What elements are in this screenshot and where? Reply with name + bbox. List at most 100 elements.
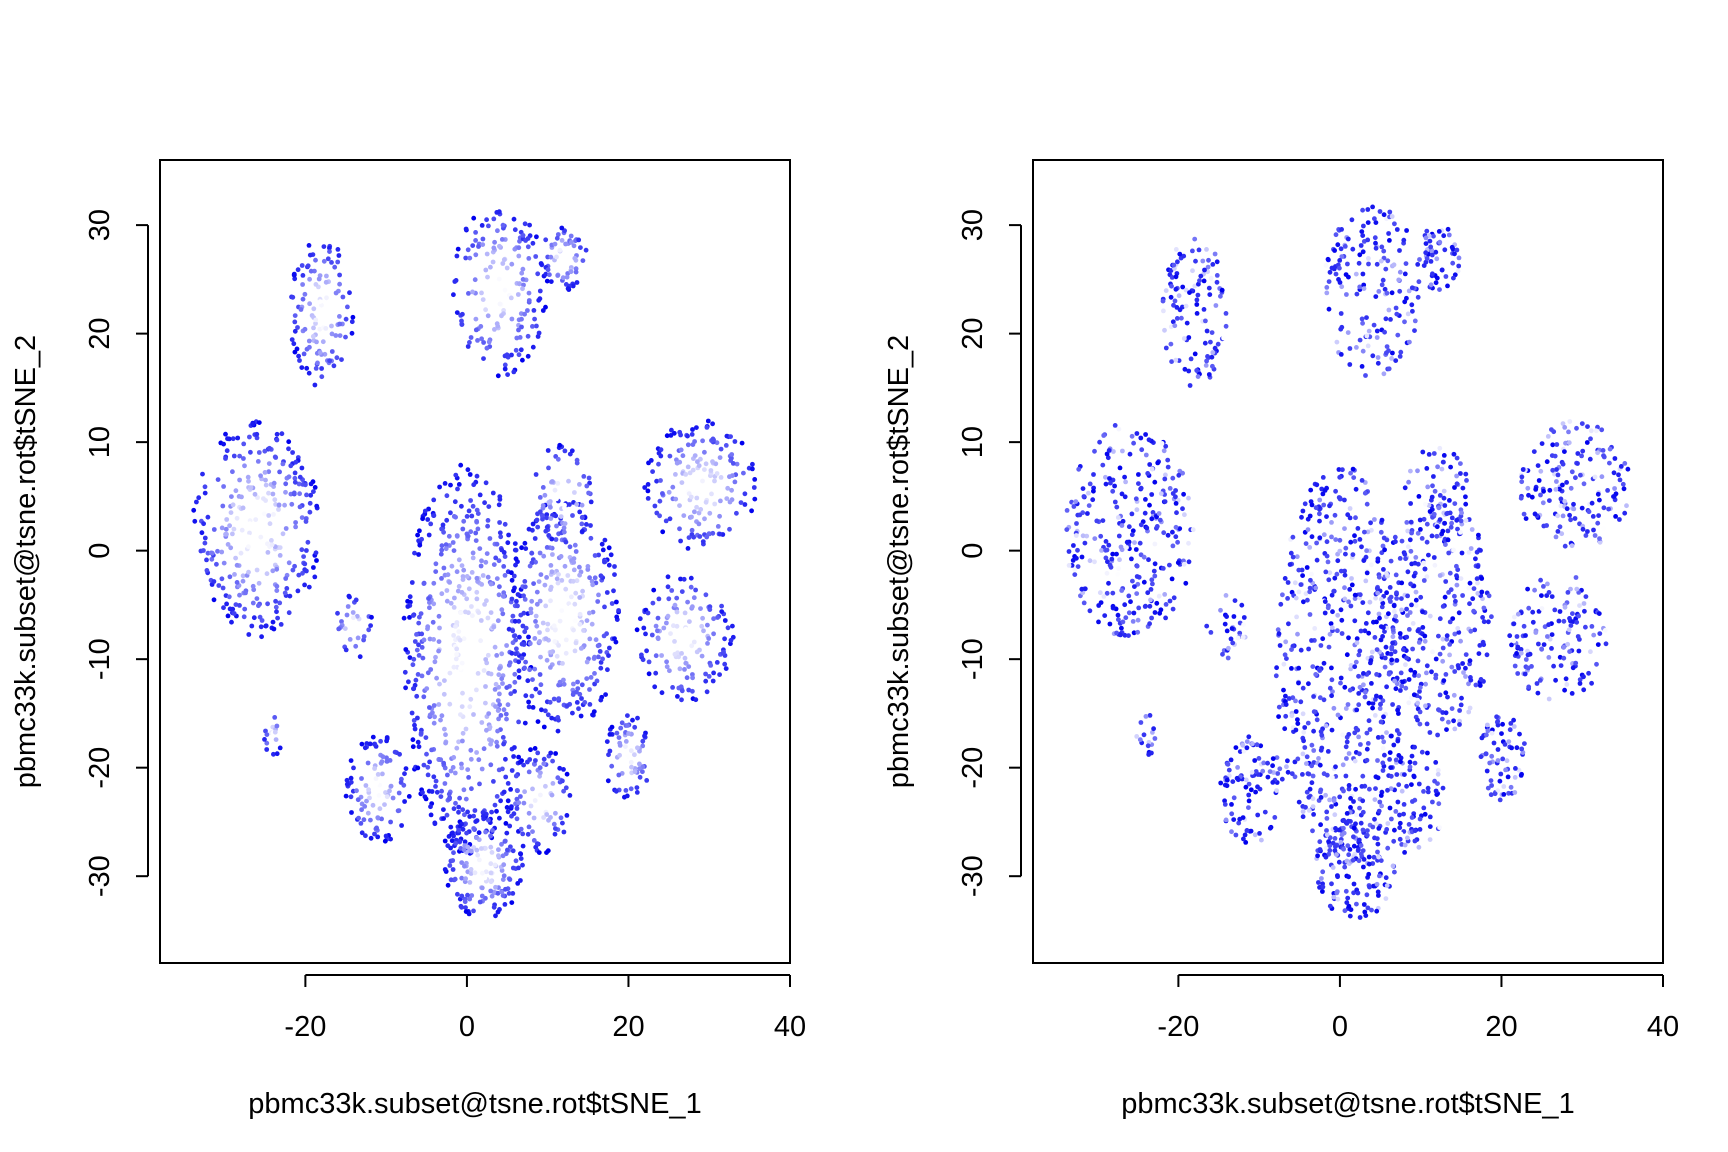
left-data-point	[505, 372, 510, 377]
left-data-point	[448, 482, 453, 488]
right-data-point	[1307, 513, 1313, 519]
left-data-point	[500, 877, 506, 882]
right-data-point	[1345, 843, 1351, 849]
left-data-point	[487, 536, 493, 541]
left-data-point	[497, 584, 502, 590]
right-data-point	[1161, 308, 1166, 314]
left-data-point	[265, 550, 271, 555]
right-data-point	[1421, 263, 1427, 268]
left-data-point	[485, 574, 491, 580]
right-data-point	[1073, 499, 1079, 504]
right-data-point	[1440, 604, 1446, 609]
right-data-point	[1377, 799, 1383, 805]
left-data-point	[586, 475, 592, 481]
right-data-point	[1428, 259, 1434, 264]
left-data-point	[498, 713, 504, 718]
left-data-point	[419, 631, 425, 637]
right-data-point	[1283, 639, 1289, 645]
left-data-point	[335, 610, 340, 616]
left-data-point	[445, 772, 450, 778]
left-data-point	[728, 637, 734, 643]
right-data-point	[1079, 586, 1085, 592]
left-data-point	[276, 507, 281, 512]
right-data-point	[1404, 295, 1409, 301]
left-data-point	[359, 776, 364, 781]
left-data-point	[565, 592, 570, 598]
left-data-point	[273, 598, 278, 604]
left-data-point	[452, 876, 458, 882]
right-data-point	[1192, 236, 1198, 242]
right-data-point	[1333, 826, 1338, 831]
left-data-point	[578, 646, 584, 651]
left-data-point	[494, 808, 499, 814]
left-data-point	[625, 723, 630, 728]
left-data-point	[562, 502, 567, 508]
left-data-point	[370, 802, 376, 808]
left-data-point	[679, 589, 685, 594]
right-data-point	[1518, 650, 1524, 656]
left-data-point	[468, 867, 474, 872]
right-data-point	[1326, 306, 1332, 312]
right-data-point	[1618, 464, 1624, 469]
right-data-point	[1564, 480, 1569, 485]
right-data-point	[1382, 329, 1387, 335]
left-data-point	[561, 677, 566, 683]
right-data-point	[1208, 275, 1214, 281]
left-data-point	[623, 739, 629, 744]
left-data-point	[734, 510, 739, 516]
left-data-point	[673, 496, 679, 502]
right-data-point	[1412, 744, 1417, 750]
right-data-point	[1099, 548, 1104, 553]
right-data-point	[1115, 572, 1121, 577]
right-data-point	[1182, 366, 1188, 372]
right-data-point	[1138, 720, 1144, 725]
right-data-point	[1371, 854, 1377, 860]
left-data-point	[611, 588, 616, 594]
left-data-point	[426, 596, 431, 601]
right-data-point	[1616, 472, 1621, 478]
left-data-point	[503, 886, 508, 892]
left-data-point	[223, 456, 228, 461]
left-data-point	[534, 601, 540, 607]
left-data-point	[370, 734, 376, 740]
left-data-point	[544, 515, 550, 521]
right-data-point	[1313, 585, 1319, 591]
right-data-point	[1343, 545, 1349, 551]
left-data-point	[598, 697, 604, 703]
right-data-point	[1111, 449, 1116, 454]
right-data-point	[1348, 539, 1354, 545]
right-data-point	[1404, 634, 1410, 640]
right-data-point	[1222, 621, 1228, 627]
right-data-point	[1348, 907, 1354, 913]
left-data-point	[505, 540, 511, 546]
left-data-point	[468, 871, 474, 876]
right-data-point	[1242, 832, 1248, 838]
left-data-point	[353, 597, 359, 603]
right-data-point	[1210, 350, 1216, 355]
right-data-point	[1356, 652, 1362, 658]
left-data-point	[727, 474, 732, 480]
right-data-point	[1435, 732, 1440, 738]
right-data-point	[1123, 479, 1128, 485]
left-data-point	[337, 314, 342, 319]
left-data-point	[460, 738, 465, 744]
left-data-point	[504, 685, 510, 690]
right-data-point	[1525, 652, 1531, 658]
left-data-point	[336, 626, 342, 632]
left-data-point	[569, 239, 574, 245]
left-data-point	[424, 751, 429, 757]
left-data-point	[479, 582, 485, 587]
right-data-point	[1345, 330, 1351, 335]
right-data-point	[1131, 630, 1137, 636]
left-data-point	[438, 551, 444, 557]
right-data-point	[1454, 563, 1459, 569]
right-data-point	[1607, 460, 1612, 466]
right-data-point	[1467, 658, 1473, 664]
left-data-point	[698, 507, 704, 512]
left-data-point	[489, 893, 495, 899]
right-data-point	[1357, 284, 1363, 290]
right-data-point	[1412, 328, 1417, 333]
left-data-point	[559, 626, 565, 632]
left-data-point	[461, 518, 467, 524]
right-data-point	[1451, 451, 1457, 457]
